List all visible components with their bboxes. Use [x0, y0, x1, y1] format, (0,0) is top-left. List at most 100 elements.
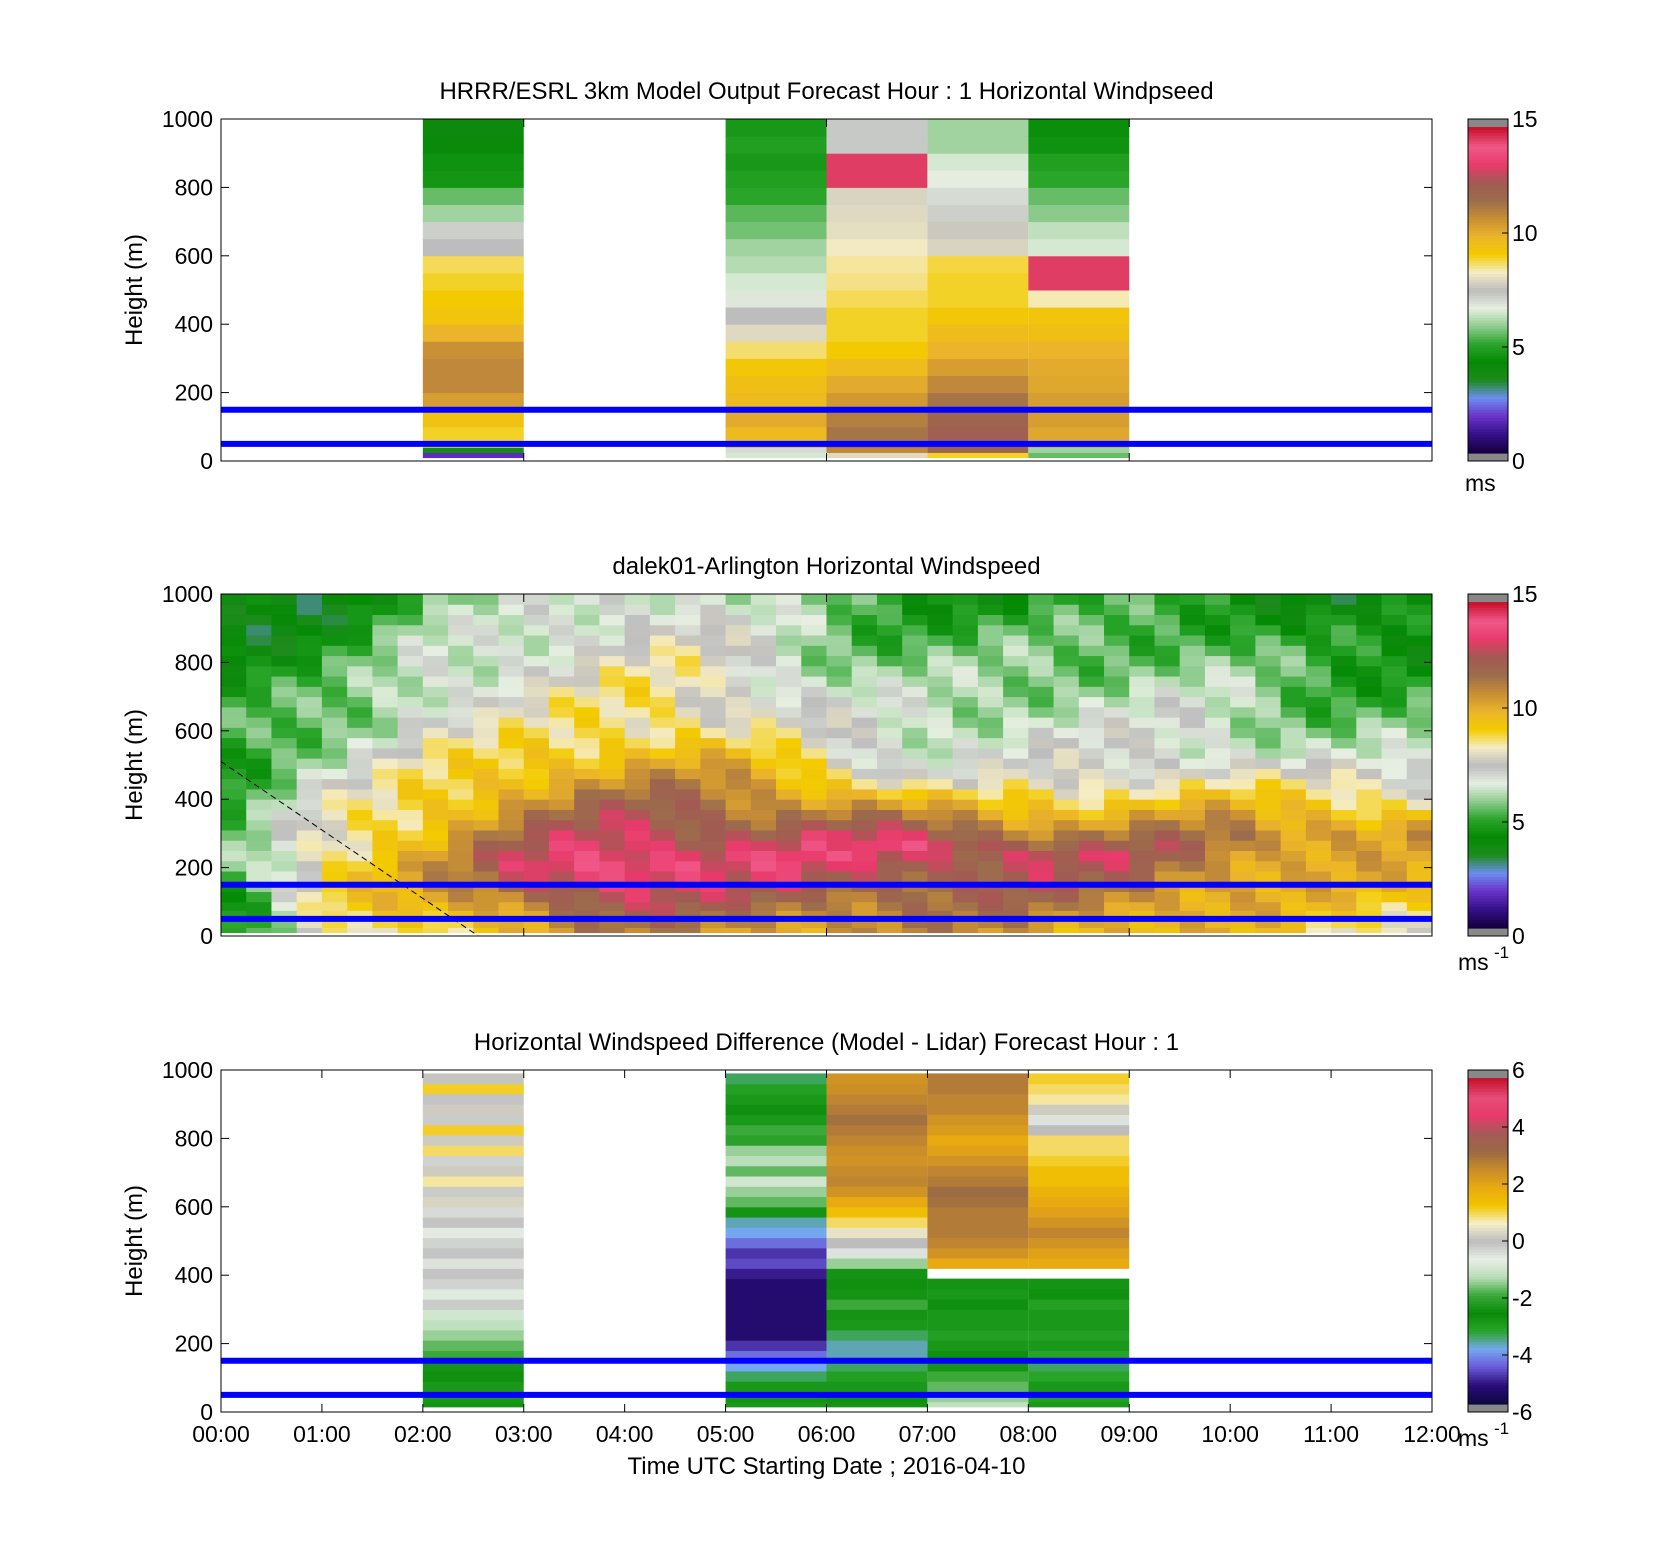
heatmap-cell: [649, 717, 676, 728]
colorbar-step: [1468, 751, 1508, 755]
heatmap-cell: [1255, 809, 1282, 821]
heatmap-cell: [776, 676, 802, 687]
colorbar-step: [1468, 762, 1508, 766]
heatmap-cell: [1154, 768, 1181, 780]
heatmap-cell: [725, 1360, 827, 1372]
heatmap-cell: [851, 624, 878, 636]
heatmap-cell: [1078, 706, 1105, 718]
heatmap-cell: [725, 614, 752, 626]
colorbar-step: [1468, 669, 1508, 674]
colorbar-step: [1468, 200, 1508, 204]
heatmap-cell: [1179, 910, 1206, 920]
heatmap-cell: [1028, 1206, 1130, 1218]
heatmap-cell: [1356, 758, 1383, 769]
heatmap-cell: [952, 927, 979, 934]
heatmap-cell: [523, 747, 550, 759]
heatmap-cell: [397, 624, 424, 636]
heatmap-cell: [271, 727, 298, 739]
heatmap-cell: [952, 768, 979, 780]
heatmap-cell: [725, 221, 827, 240]
heatmap-cell: [1154, 665, 1181, 677]
heatmap-cell: [1381, 788, 1408, 800]
colorbar-step: [1468, 1363, 1508, 1367]
heatmap-cell: [1078, 717, 1105, 728]
heatmap-cell: [574, 768, 600, 780]
colorbar-over: [1468, 1070, 1508, 1078]
heatmap-cell: [1154, 901, 1181, 911]
heatmap-cell: [1129, 624, 1155, 636]
heatmap-cell: [574, 850, 600, 862]
colorbar-step: [1468, 1211, 1508, 1215]
heatmap-cell: [1028, 1083, 1130, 1095]
colorbar-step: [1468, 615, 1508, 619]
heatmap-cell: [1154, 635, 1181, 646]
heatmap-cell: [574, 829, 600, 841]
heatmap-cell: [927, 1083, 1029, 1095]
heatmap-cell: [271, 614, 298, 626]
heatmap-cell: [1406, 676, 1433, 687]
heatmap-cell: [1305, 635, 1332, 646]
heatmap-cell: [1204, 799, 1231, 810]
heatmap-cell: [725, 153, 827, 171]
heatmap-cell: [750, 686, 777, 698]
heatmap-cell: [422, 1145, 524, 1156]
heatmap-cell: [675, 706, 701, 718]
colorbar-step: [1468, 1219, 1508, 1223]
heatmap-cell: [296, 594, 323, 605]
x-tick-label: 06:00: [798, 1421, 856, 1447]
heatmap-cell: [801, 840, 827, 851]
heatmap-cell: [952, 891, 979, 903]
heatmap-cell: [1255, 604, 1282, 616]
colorbar-step: [1468, 664, 1508, 668]
colorbar-step: [1468, 349, 1508, 354]
heatmap-cell: [927, 901, 954, 911]
heatmap-cell: [1104, 819, 1130, 831]
heatmap-cell: [750, 747, 777, 759]
heatmap-cell: [397, 727, 424, 739]
heatmap-cell: [422, 871, 449, 882]
colorbar-step: [1468, 1105, 1508, 1109]
heatmap-cell: [1356, 717, 1383, 728]
colorbar-step: [1468, 906, 1508, 910]
heatmap-cell: [1028, 1237, 1130, 1249]
heatmap-cell: [927, 891, 954, 903]
heatmap-cell: [801, 910, 827, 920]
heatmap-cell: [876, 614, 903, 626]
heatmap-cell: [826, 1309, 928, 1321]
colorbar-step: [1468, 189, 1508, 193]
colorbar-step: [1468, 860, 1508, 864]
heatmap-cell: [902, 624, 928, 636]
heatmap-cell: [498, 604, 525, 616]
heatmap-cell: [675, 665, 701, 677]
colorbar-step: [1468, 765, 1508, 769]
heatmap-cell: [548, 819, 575, 831]
heatmap-cell: [397, 594, 424, 605]
colorbar-step: [1468, 379, 1508, 383]
heatmap-cell: [422, 1299, 524, 1310]
heatmap-cell: [574, 624, 600, 636]
heatmap-cell: [347, 871, 373, 882]
colorbar-step: [1468, 680, 1508, 685]
heatmap-cell: [548, 717, 575, 728]
heatmap-cell: [649, 655, 676, 667]
colorbar-unit: ms: [1458, 949, 1489, 975]
colorbar-step: [1468, 232, 1508, 237]
colorbar-step: [1468, 175, 1508, 180]
heatmap-cell: [1381, 676, 1408, 687]
heatmap-cell: [675, 645, 701, 657]
colorbar-step: [1468, 718, 1508, 723]
heatmap-cell: [1230, 686, 1256, 698]
colorbar-step: [1468, 181, 1508, 185]
colorbar-step: [1468, 1246, 1508, 1250]
heatmap-cell: [397, 871, 424, 882]
heatmap-cell: [1053, 910, 1080, 920]
heatmap-cell: [422, 221, 524, 240]
heatmap-cell: [927, 1247, 1029, 1259]
heatmap-cell: [977, 819, 1004, 831]
heatmap-cell: [372, 737, 399, 749]
heatmap-cell: [422, 1381, 524, 1392]
colorbar-step: [1468, 794, 1508, 799]
heatmap-cell: [1179, 717, 1206, 728]
heatmap-cell: [1003, 829, 1029, 841]
